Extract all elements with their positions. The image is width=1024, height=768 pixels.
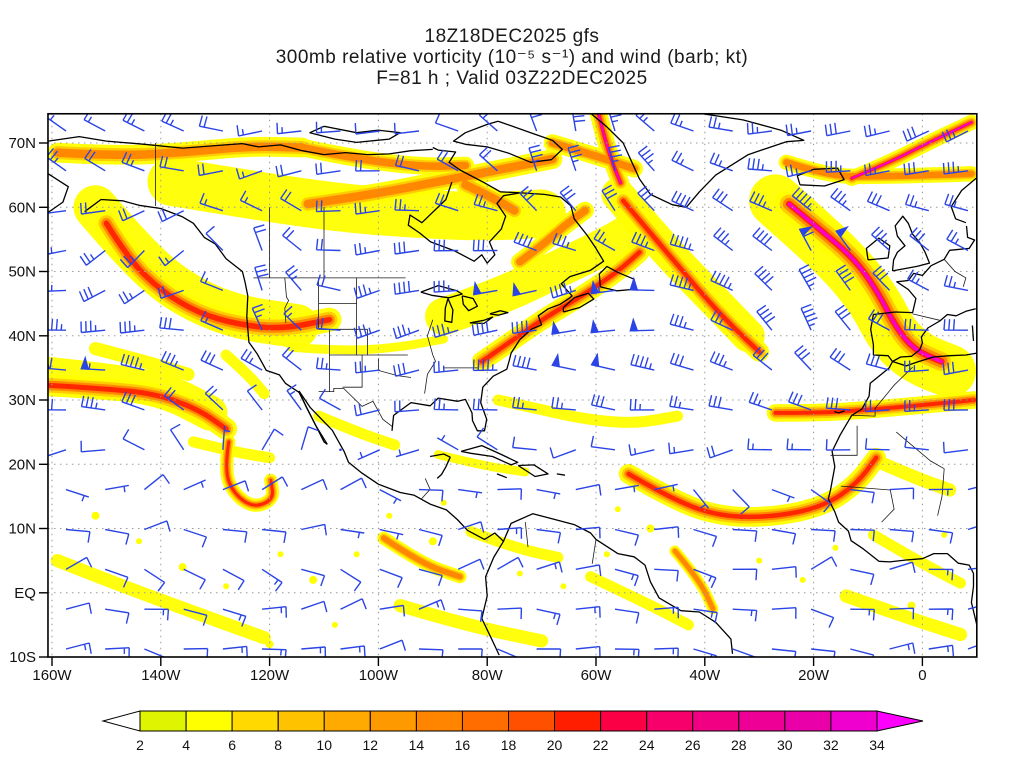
- colorbar-segment: [830, 710, 878, 732]
- chart-titles: 18Z18DEC2025 gfs 300mb relative vorticit…: [0, 26, 1024, 89]
- colorbar-segment: [784, 710, 832, 732]
- title-valid-line: F=81 h ; Valid 03Z22DEC2025: [376, 68, 648, 89]
- colorbar-tick-label: 4: [182, 737, 190, 753]
- colorbar-segment: [369, 710, 417, 732]
- colorbar-right-arrow: [876, 710, 924, 732]
- title-run-line: 18Z18DEC2025 gfs: [424, 26, 600, 47]
- colorbar-segment: [738, 710, 786, 732]
- title-field-line: 300mb relative vorticity (10⁻⁵ s⁻¹) and …: [275, 47, 749, 68]
- lon-label: 60W: [581, 667, 613, 684]
- colorbar-segment: [600, 710, 648, 732]
- colorbar-segment: [692, 710, 740, 732]
- lat-label: 10S: [9, 649, 36, 666]
- colorbar-tick-label: 24: [639, 737, 655, 753]
- wind-barbs-layer: [47, 113, 977, 658]
- lat-label: 50N: [8, 264, 36, 281]
- lon-label: 80W: [472, 667, 504, 684]
- lat-label: 70N: [8, 135, 36, 152]
- colorbar-segment: [185, 710, 233, 732]
- colorbar-segment: [646, 710, 694, 732]
- lat-label: 40N: [8, 328, 36, 345]
- lon-label: 20W: [798, 667, 830, 684]
- colorbar-left-arrow: [101, 710, 141, 732]
- lat-label: EQ: [14, 585, 36, 602]
- colorbar-tick-label: 30: [777, 737, 793, 753]
- colorbar-segment: [415, 710, 463, 732]
- colorbar: [101, 710, 924, 732]
- lat-label: 20N: [8, 456, 36, 473]
- vorticity-shading-layer: [47, 113, 977, 649]
- lat-label: 30N: [8, 392, 36, 409]
- colorbar-tick-label: 12: [363, 737, 379, 753]
- lat-label: 10N: [8, 521, 36, 538]
- lon-label: 0: [918, 667, 926, 684]
- colorbar-segment: [554, 710, 602, 732]
- colorbar-tick-label: 32: [823, 737, 839, 753]
- colorbar-tick-label: 26: [685, 737, 701, 753]
- lon-label: 140W: [141, 667, 181, 684]
- colorbar-tick-label: 20: [547, 737, 563, 753]
- map-frame: [38, 112, 978, 666]
- colorbar-tick-label: 28: [731, 737, 747, 753]
- colorbar-tick-label: 34: [869, 737, 885, 753]
- colorbar-tick-label: 2: [136, 737, 144, 753]
- lon-label: 160W: [32, 667, 72, 684]
- colorbar-segment: [461, 710, 509, 732]
- colorbar-tick-label: 6: [228, 737, 236, 753]
- colorbar-tick-label: 22: [593, 737, 609, 753]
- colorbar-tick-labels: 2 4 6 8 10 12 14 16 18 20 22 24 26 28 30 32 34: [136, 737, 885, 753]
- colorbar-segment: [323, 710, 371, 732]
- colorbar-tick-label: 14: [409, 737, 425, 753]
- colorbar-segment: [231, 710, 279, 732]
- colorbar-tick-label: 18: [501, 737, 517, 753]
- colorbar-segment: [508, 710, 556, 732]
- lon-label: 40W: [689, 667, 721, 684]
- colorbar-tick-label: 16: [455, 737, 471, 753]
- lon-label: 120W: [250, 667, 290, 684]
- lat-label: 60N: [8, 199, 36, 216]
- colorbar-segment: [277, 710, 325, 732]
- lon-label: 100W: [359, 667, 399, 684]
- colorbar-segment: [139, 710, 187, 732]
- colorbar-tick-label: 10: [316, 737, 332, 753]
- colorbar-tick-label: 8: [274, 737, 282, 753]
